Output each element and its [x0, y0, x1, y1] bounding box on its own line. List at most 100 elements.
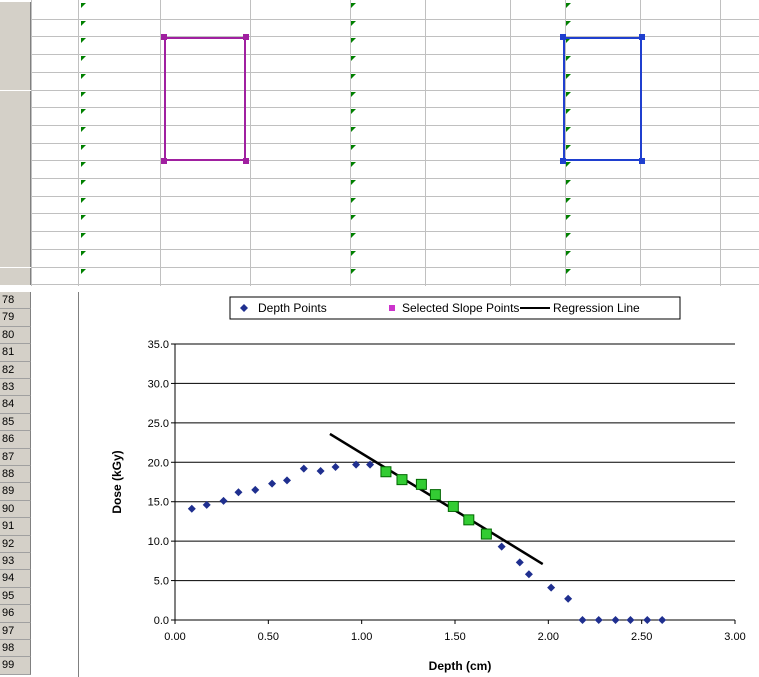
cell-c[interactable]: [250, 268, 350, 286]
cell-e[interactable]: [425, 179, 510, 197]
cell-f[interactable]: [565, 161, 640, 179]
cell-e[interactable]: [425, 108, 510, 126]
row-header[interactable]: [0, 90, 31, 109]
row-header[interactable]: 84: [0, 396, 31, 414]
cell-d[interactable]: [350, 108, 425, 126]
cell-depth[interactable]: [160, 250, 250, 268]
row-header[interactable]: 89: [0, 483, 31, 501]
cell-c[interactable]: [250, 126, 350, 144]
cell-e[interactable]: [425, 37, 510, 55]
cell-c[interactable]: [250, 37, 350, 55]
cell-depth[interactable]: [160, 232, 250, 250]
row-header[interactable]: [0, 2, 31, 20]
cell-c[interactable]: [250, 197, 350, 215]
cell-c[interactable]: [250, 73, 350, 91]
row-header[interactable]: [0, 179, 31, 197]
cell-d[interactable]: [350, 126, 425, 144]
cell-f[interactable]: [565, 232, 640, 250]
cell-depth[interactable]: [160, 179, 250, 197]
cell-d[interactable]: [350, 214, 425, 232]
row-header[interactable]: [0, 19, 31, 38]
row-header[interactable]: [0, 37, 31, 56]
row-header[interactable]: 86: [0, 431, 31, 449]
cell-e[interactable]: [425, 91, 510, 109]
cell-d[interactable]: [350, 268, 425, 286]
cell-f[interactable]: [565, 20, 640, 38]
cell-depth[interactable]: [160, 2, 250, 20]
cell-c[interactable]: [250, 179, 350, 197]
cell-id[interactable]: [80, 2, 160, 20]
cell-d[interactable]: [350, 2, 425, 20]
cell-d[interactable]: [350, 197, 425, 215]
row-header[interactable]: [0, 72, 31, 91]
cell-c[interactable]: [250, 250, 350, 268]
row-header[interactable]: [0, 125, 31, 144]
row-header[interactable]: [0, 249, 31, 268]
row-header[interactable]: 95: [0, 587, 31, 606]
cell-e[interactable]: [425, 55, 510, 73]
selection-handle[interactable]: [639, 34, 645, 41]
selection-handle[interactable]: [243, 158, 249, 165]
cell-depth[interactable]: [160, 161, 250, 179]
cell-id[interactable]: [80, 179, 160, 197]
cell-id[interactable]: [80, 108, 160, 126]
cell-id[interactable]: [80, 37, 160, 55]
selection-handle[interactable]: [243, 34, 249, 41]
selection-range-dose[interactable]: [563, 37, 642, 162]
cell-id[interactable]: [80, 55, 160, 73]
cell-e[interactable]: [425, 144, 510, 162]
row-header[interactable]: 85: [0, 413, 31, 432]
row-header[interactable]: [0, 55, 31, 73]
cell-c[interactable]: [250, 232, 350, 250]
cell-f[interactable]: [565, 268, 640, 286]
cell-id[interactable]: [80, 161, 160, 179]
cell-f[interactable]: [565, 179, 640, 197]
cell-e[interactable]: [425, 126, 510, 144]
cell-depth[interactable]: [160, 268, 250, 286]
row-header[interactable]: [0, 196, 31, 215]
cell-d[interactable]: [350, 55, 425, 73]
selection-handle[interactable]: [639, 158, 645, 165]
cell-e[interactable]: [425, 20, 510, 38]
cell-e[interactable]: [425, 161, 510, 179]
selection-handle[interactable]: [161, 34, 167, 41]
cell-f[interactable]: [565, 2, 640, 20]
row-header[interactable]: 96: [0, 605, 31, 623]
row-header[interactable]: 91: [0, 518, 31, 536]
cell-f[interactable]: [565, 250, 640, 268]
cell-id[interactable]: [80, 20, 160, 38]
row-header[interactable]: 98: [0, 640, 31, 658]
row-header[interactable]: 90: [0, 500, 31, 519]
cell-c[interactable]: [250, 91, 350, 109]
row-header[interactable]: 81: [0, 344, 31, 362]
cell-c[interactable]: [250, 214, 350, 232]
cell-c[interactable]: [250, 161, 350, 179]
cell-d[interactable]: [350, 73, 425, 91]
row-header[interactable]: 79: [0, 309, 31, 327]
cell-id[interactable]: [80, 73, 160, 91]
cell-id[interactable]: [80, 91, 160, 109]
cell-d[interactable]: [350, 91, 425, 109]
cell-e[interactable]: [425, 232, 510, 250]
cell-id[interactable]: [80, 144, 160, 162]
cell-e[interactable]: [425, 214, 510, 232]
row-header[interactable]: [0, 108, 31, 126]
cell-c[interactable]: [250, 2, 350, 20]
cell-d[interactable]: [350, 37, 425, 55]
cell-c[interactable]: [250, 108, 350, 126]
cell-e[interactable]: [425, 250, 512, 268]
row-header[interactable]: [0, 267, 31, 286]
cell-id[interactable]: [80, 232, 160, 250]
row-header[interactable]: [0, 143, 31, 162]
row-header[interactable]: 88: [0, 466, 31, 484]
selection-handle[interactable]: [161, 158, 167, 165]
cell-depth[interactable]: [160, 20, 250, 38]
cell-f[interactable]: [565, 214, 640, 232]
row-header[interactable]: 99: [0, 657, 31, 675]
cell-d[interactable]: [350, 144, 425, 162]
row-header[interactable]: [0, 232, 31, 250]
cell-f[interactable]: [565, 197, 640, 215]
cell-c[interactable]: [250, 55, 350, 73]
cell-e[interactable]: [425, 197, 510, 215]
cell-d[interactable]: [350, 250, 425, 268]
